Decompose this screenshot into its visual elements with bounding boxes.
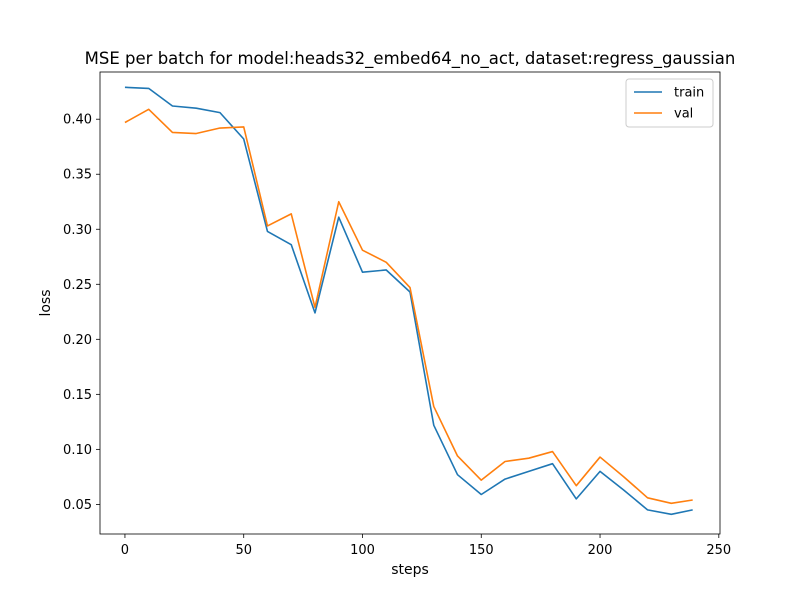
- x-axis-label: steps: [391, 562, 429, 578]
- series-layer: [124, 86, 693, 516]
- y-tick-label: 0.15: [63, 388, 92, 403]
- x-tick-label: 100: [350, 543, 375, 558]
- y-tick-label: 0.35: [63, 168, 92, 183]
- plot-area: [99, 71, 721, 535]
- y-tick-label: 0.10: [63, 443, 92, 458]
- y-axis-label: loss: [38, 289, 54, 316]
- x-tick-label: 0: [121, 543, 129, 558]
- x-tick-label: 200: [588, 543, 613, 558]
- y-tick-label: 0.25: [63, 278, 92, 293]
- series-line-val: [124, 108, 693, 505]
- legend: train val: [625, 78, 714, 128]
- x-tick-label: 50: [235, 543, 252, 558]
- x-tick-label: 250: [706, 543, 731, 558]
- series-line-train: [124, 86, 693, 516]
- x-tick-label: 150: [469, 543, 494, 558]
- chart-title: MSE per batch for model:heads32_embed64_…: [85, 49, 736, 69]
- x-axis: 0 50 100 150 200 250: [121, 534, 731, 558]
- y-tick-label: 0.20: [63, 333, 92, 348]
- axes-frame: [99, 71, 721, 535]
- legend-box: [625, 78, 714, 128]
- y-axis: 0.05 0.10 0.15 0.20 0.25 0.30 0.35 0.40: [63, 113, 100, 513]
- y-tick-label: 0.05: [63, 498, 92, 513]
- y-tick-label: 0.30: [63, 223, 92, 238]
- y-tick-label: 0.40: [63, 113, 92, 128]
- legend-label-train: train: [674, 86, 704, 101]
- legend-label-val: val: [674, 107, 693, 122]
